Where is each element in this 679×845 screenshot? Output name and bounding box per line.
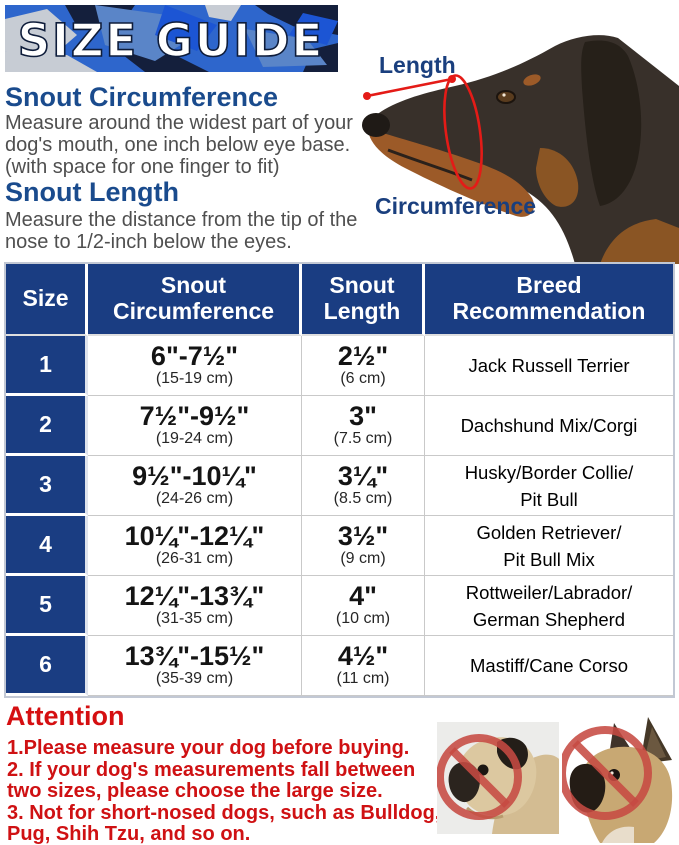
- size-value: 5: [6, 576, 88, 636]
- snout-circumference-heading: Snout Circumference: [5, 82, 279, 112]
- length-cell: 3¼" (8.5 cm): [302, 456, 425, 516]
- size-value: 6: [6, 636, 88, 696]
- length-inches: 4½": [337, 641, 389, 672]
- circumference-cell: 7½"-9½" (19-24 cm): [88, 396, 302, 456]
- breed-line: Husky/Border Collie/: [464, 461, 634, 483]
- circumference-cell: 6"-7½" (15-19 cm): [88, 336, 302, 396]
- attention-heading: Attention: [6, 701, 125, 731]
- length-inches: 2½": [337, 341, 389, 372]
- size-value: 3: [6, 456, 88, 516]
- circumference-cm: (15-19 cm): [155, 370, 234, 388]
- header-snout-circumference: Snout Circumference: [88, 264, 302, 336]
- circumference-inches: 6"-7½": [150, 341, 239, 372]
- breed-cell: Rottweiler/Labrador/ German Shepherd: [425, 576, 673, 636]
- prohibition-icon: [436, 734, 522, 820]
- length-inches: 3": [349, 401, 377, 432]
- prohibited-pug-image: [436, 722, 559, 834]
- size-guide-title: SIZE GUIDE: [18, 14, 325, 67]
- size-value: 4: [6, 516, 88, 576]
- size-value: 2: [6, 396, 88, 456]
- header-size: Size: [6, 264, 88, 336]
- measurement-annotations: [363, 74, 483, 190]
- length-cm: (10 cm): [335, 610, 391, 628]
- prohibition-icon: [558, 726, 652, 820]
- length-inches: 4": [349, 581, 377, 612]
- length-cm: (9 cm): [340, 550, 386, 568]
- dog-head-image: [360, 28, 679, 264]
- length-cell: 3" (7.5 cm): [302, 396, 425, 456]
- circumference-cell: 10¼"-12¼" (26-31 cm): [88, 516, 302, 576]
- attention-item: 3. Not for short-nosed dogs, such as Bul…: [7, 801, 441, 845]
- circumference-cell: 13¾"-15½" (35-39 cm): [88, 636, 302, 696]
- camo-background: SIZE GUIDE: [5, 5, 338, 72]
- snout-length-heading: Snout Length: [5, 177, 179, 207]
- circumference-cell: 12¼"-13¾" (31-35 cm): [88, 576, 302, 636]
- length-cm: (7.5 cm): [333, 430, 393, 448]
- breed-cell: Mastiff/Cane Corso: [425, 636, 673, 696]
- snout-circumference-description: Measure around the widest part of your d…: [5, 112, 353, 178]
- attention-list: 1.Please measure your dog before buying.…: [7, 737, 445, 845]
- length-cell: 4" (10 cm): [302, 576, 425, 636]
- size-value: 1: [6, 336, 88, 396]
- attention-item: 2. If your dog's measurements fall betwe…: [7, 758, 416, 802]
- circumference-cm: (31-35 cm): [155, 610, 234, 628]
- length-cm: (6 cm): [340, 370, 386, 388]
- length-cm: (8.5 cm): [333, 490, 393, 508]
- length-cell: 3½" (9 cm): [302, 516, 425, 576]
- breed-line: German Shepherd: [472, 608, 626, 630]
- breed-line: Jack Russell Terrier: [468, 355, 630, 376]
- size-table: Size Snout Circumference Snout Length Br…: [4, 262, 675, 698]
- header-snout-length: Snout Length: [302, 264, 425, 336]
- breed-line: Mastiff/Cane Corso: [470, 655, 628, 676]
- length-cell: 4½" (11 cm): [302, 636, 425, 696]
- circumference-cell: 9½"-10¼" (24-26 cm): [88, 456, 302, 516]
- attention-item: 1.Please measure your dog before buying.: [7, 737, 410, 759]
- circumference-inches: 9½"-10¼": [132, 461, 257, 492]
- circumference-inches: 13¾"-15½": [124, 641, 265, 672]
- breed-line: Pit Bull: [520, 488, 578, 510]
- length-inches: 3¼": [337, 461, 389, 492]
- circumference-cm: (35-39 cm): [155, 670, 234, 688]
- size-guide-banner: SIZE GUIDE: [5, 5, 338, 72]
- breed-cell: Golden Retriever/ Pit Bull Mix: [425, 516, 673, 576]
- header-breed-recommendation: Breed Recommendation: [425, 264, 673, 336]
- circumference-cm: (26-31 cm): [155, 550, 234, 568]
- prohibited-bulldog-image: [558, 715, 679, 843]
- circumference-cm: (19-24 cm): [155, 430, 234, 448]
- breed-cell: Jack Russell Terrier: [425, 336, 673, 396]
- breed-line: Pit Bull Mix: [503, 548, 595, 570]
- length-label: Length: [379, 52, 456, 78]
- breed-line: Rottweiler/Labrador/: [465, 581, 633, 603]
- length-cm: (11 cm): [336, 670, 390, 688]
- breed-line: Dachshund Mix/Corgi: [460, 415, 638, 436]
- circumference-inches: 10¼"-12¼": [124, 521, 265, 552]
- breed-cell: Husky/Border Collie/ Pit Bull: [425, 456, 673, 516]
- circumference-inches: 7½"-9½": [139, 401, 250, 432]
- circumference-label: Circumference: [375, 193, 537, 219]
- length-inches: 3½": [337, 521, 389, 552]
- length-cell: 2½" (6 cm): [302, 336, 425, 396]
- breed-cell: Dachshund Mix/Corgi: [425, 396, 673, 456]
- circumference-cm: (24-26 cm): [155, 490, 234, 508]
- breed-line: Golden Retriever/: [476, 521, 622, 543]
- circumference-inches: 12¼"-13¾": [124, 581, 265, 612]
- snout-length-description: Measure the distance from the tip of the…: [5, 209, 358, 253]
- doberman-illustration: [362, 35, 679, 264]
